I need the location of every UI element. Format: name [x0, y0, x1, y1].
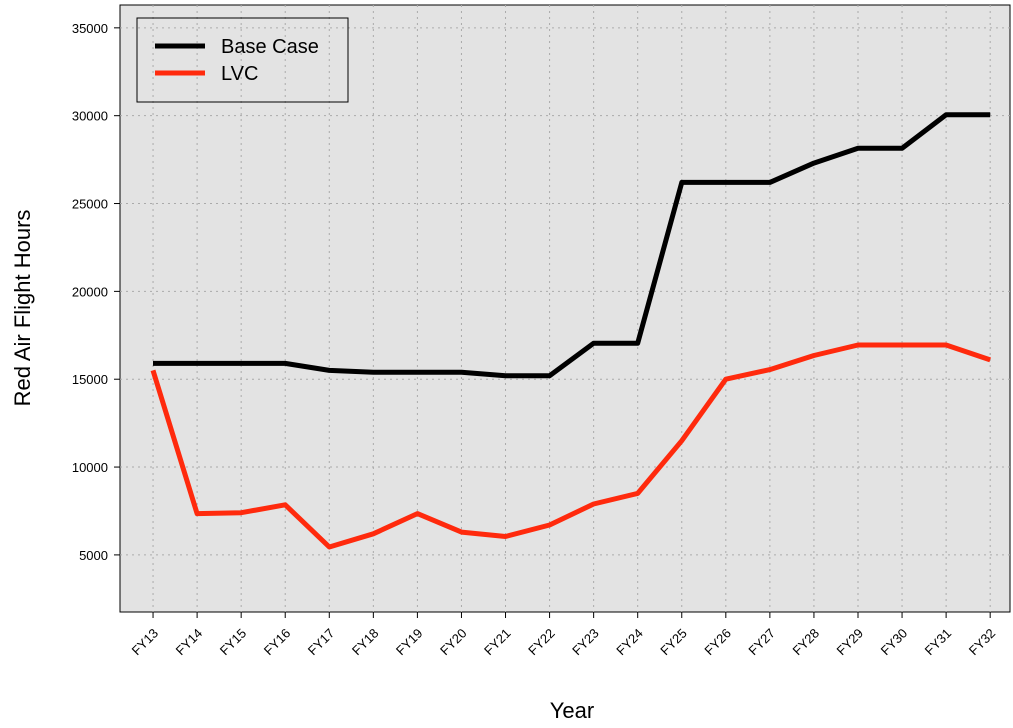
y-axis-label: Red Air Flight Hours — [10, 210, 35, 407]
x-tick-label: FY18 — [349, 626, 382, 659]
x-tick-label: FY30 — [878, 626, 911, 659]
y-tick-label: 5000 — [79, 548, 108, 563]
x-tick-label: FY16 — [261, 626, 294, 659]
x-tick-label: FY14 — [173, 626, 206, 659]
x-tick-label: FY23 — [569, 626, 602, 659]
y-tick-label: 35000 — [72, 21, 108, 36]
x-tick-label: FY31 — [922, 626, 955, 659]
x-tick-label: FY28 — [789, 626, 822, 659]
series-line — [153, 112, 991, 379]
x-tick-label: FY25 — [657, 626, 690, 659]
x-tick-label: FY27 — [745, 626, 778, 659]
legend-label: LVC — [221, 63, 258, 85]
y-tick-label: 25000 — [72, 197, 108, 212]
x-tick-label: FY32 — [966, 626, 999, 659]
x-tick-label: FY20 — [437, 626, 470, 659]
legend-box — [136, 17, 349, 103]
x-tick-label: FY21 — [481, 626, 514, 659]
x-tick-label: FY13 — [129, 626, 162, 659]
x-axis-label: Year — [550, 698, 594, 723]
x-tick-label: FY29 — [834, 626, 867, 659]
y-tick-label: 10000 — [72, 460, 108, 475]
y-tick-label: 15000 — [72, 372, 108, 387]
legend-label: Base Case — [221, 36, 319, 58]
x-tick-label: FY15 — [217, 626, 250, 659]
y-tick-label: 20000 — [72, 284, 108, 299]
legend: Base Case LVC — [136, 17, 349, 103]
x-tick-label: FY22 — [525, 626, 558, 659]
x-tick-label: FY19 — [393, 626, 426, 659]
y-tick-label: 30000 — [72, 109, 108, 124]
x-tick-label: FY24 — [613, 626, 646, 659]
series-line — [150, 342, 992, 550]
plot-area — [119, 4, 1011, 613]
x-tick-label: FY26 — [701, 626, 734, 659]
x-tick-label: FY17 — [305, 626, 338, 659]
